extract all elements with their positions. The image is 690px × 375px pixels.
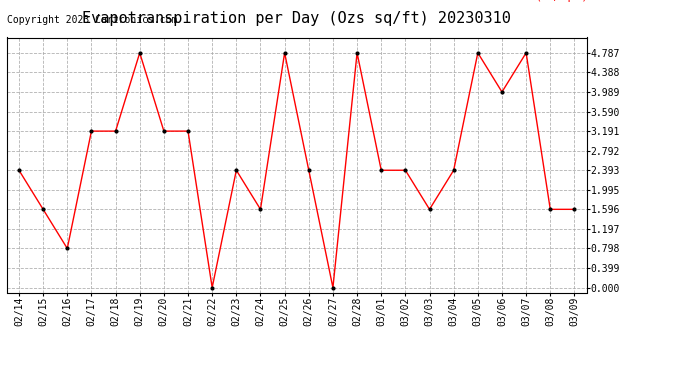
Text: Copyright 2023 Cartronics.com: Copyright 2023 Cartronics.com	[7, 15, 177, 25]
Text: Evapotranspiration per Day (Ozs sq/ft) 20230310: Evapotranspiration per Day (Ozs sq/ft) 2…	[82, 11, 511, 26]
Legend: ET  (0z/sq ft): ET (0z/sq ft)	[496, 0, 586, 2]
